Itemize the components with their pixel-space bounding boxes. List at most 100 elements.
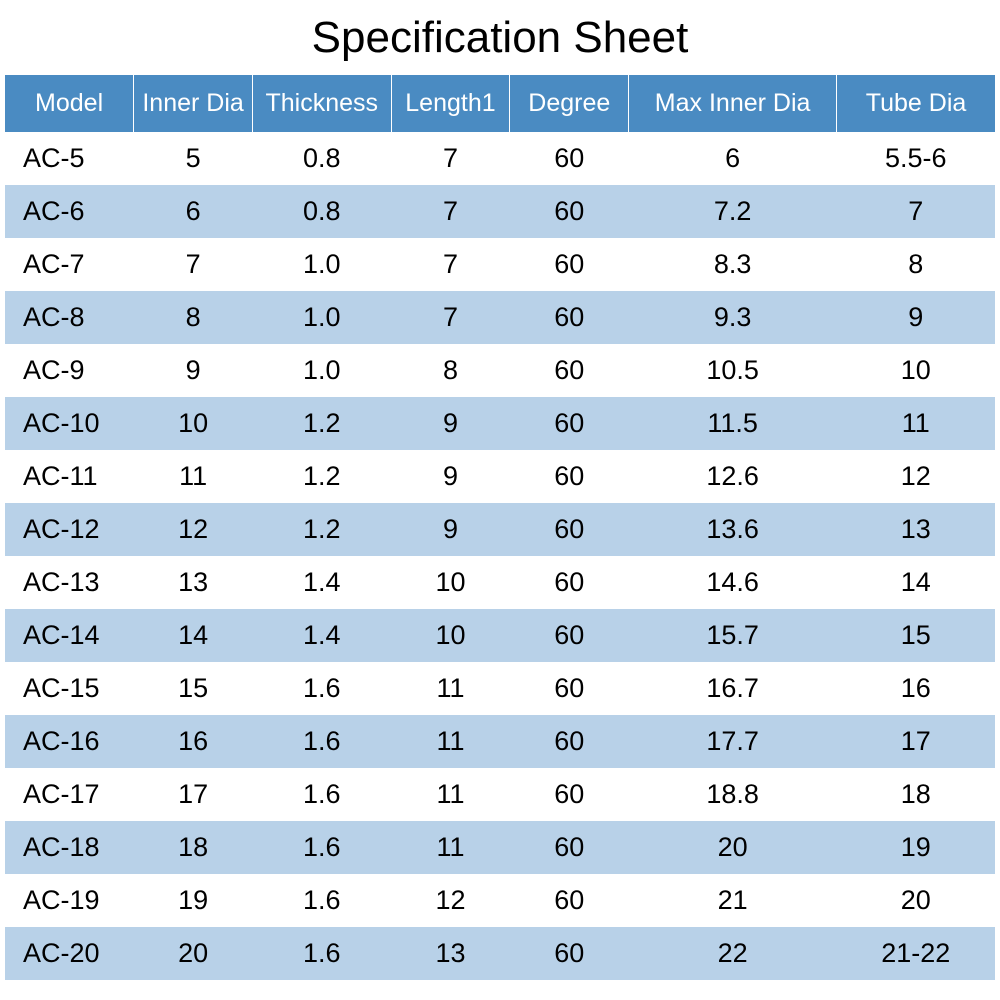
table-cell: 60 — [510, 556, 629, 609]
table-cell: 11.5 — [629, 397, 837, 450]
table-row: AC-881.07609.39 — [5, 291, 995, 344]
table-cell: 11 — [837, 397, 995, 450]
table-cell: AC-11 — [5, 450, 134, 503]
table-cell: AC-17 — [5, 768, 134, 821]
table-cell: 7.2 — [629, 185, 837, 238]
table-cell: 1.6 — [252, 768, 391, 821]
table-cell: 8.3 — [629, 238, 837, 291]
table-cell: AC-15 — [5, 662, 134, 715]
table-cell: 60 — [510, 185, 629, 238]
table-cell: 60 — [510, 715, 629, 768]
table-cell: 1.2 — [252, 503, 391, 556]
table-row: AC-550.876065.5-6 — [5, 132, 995, 185]
col-header-max-inner-dia: Max Inner Dia — [629, 75, 837, 132]
table-row: AC-15151.6116016.716 — [5, 662, 995, 715]
table-cell: 8 — [391, 344, 510, 397]
table-cell: AC-5 — [5, 132, 134, 185]
table-cell: 60 — [510, 291, 629, 344]
table-cell: 15 — [837, 609, 995, 662]
table-cell: 7 — [391, 132, 510, 185]
table-cell: 15 — [134, 662, 253, 715]
table-row: AC-991.086010.510 — [5, 344, 995, 397]
table-cell: AC-10 — [5, 397, 134, 450]
table-cell: 16 — [837, 662, 995, 715]
table-cell: 0.8 — [252, 132, 391, 185]
table-cell: 1.0 — [252, 344, 391, 397]
table-cell: 7 — [391, 238, 510, 291]
table-cell: 18 — [837, 768, 995, 821]
table-cell: 12.6 — [629, 450, 837, 503]
table-row: AC-18181.611602019 — [5, 821, 995, 874]
table-cell: 9 — [391, 503, 510, 556]
table-cell: 8 — [837, 238, 995, 291]
col-header-thickness: Thickness — [252, 75, 391, 132]
table-cell: 14 — [134, 609, 253, 662]
table-cell: 20 — [837, 874, 995, 927]
table-cell: 17.7 — [629, 715, 837, 768]
table-cell: 11 — [391, 715, 510, 768]
table-cell: 16.7 — [629, 662, 837, 715]
table-cell: 10 — [391, 609, 510, 662]
table-cell: 15.7 — [629, 609, 837, 662]
table-cell: 5 — [134, 132, 253, 185]
table-cell: 13 — [134, 556, 253, 609]
table-cell: 17 — [134, 768, 253, 821]
table-cell: AC-18 — [5, 821, 134, 874]
table-row: AC-771.07608.38 — [5, 238, 995, 291]
table-cell: 18 — [134, 821, 253, 874]
table-cell: AC-9 — [5, 344, 134, 397]
table-cell: AC-8 — [5, 291, 134, 344]
table-cell: 6 — [134, 185, 253, 238]
table-cell: 7 — [391, 185, 510, 238]
table-cell: 1.4 — [252, 609, 391, 662]
col-header-length1: Length1 — [391, 75, 510, 132]
table-cell: 14 — [837, 556, 995, 609]
table-cell: 60 — [510, 397, 629, 450]
table-cell: 20 — [629, 821, 837, 874]
table-cell: 60 — [510, 344, 629, 397]
col-header-model: Model — [5, 75, 134, 132]
table-cell: 0.8 — [252, 185, 391, 238]
table-cell: 9 — [134, 344, 253, 397]
table-cell: 60 — [510, 132, 629, 185]
table-cell: 9 — [837, 291, 995, 344]
table-cell: 60 — [510, 821, 629, 874]
table-cell: 10.5 — [629, 344, 837, 397]
table-cell: 1.6 — [252, 874, 391, 927]
table-row: AC-20201.613602221-22 — [5, 927, 995, 980]
table-cell: 11 — [134, 450, 253, 503]
table-cell: AC-19 — [5, 874, 134, 927]
table-cell: 10 — [134, 397, 253, 450]
table-cell: 5.5-6 — [837, 132, 995, 185]
table-cell: 12 — [134, 503, 253, 556]
table-cell: 21 — [629, 874, 837, 927]
table-cell: 12 — [391, 874, 510, 927]
table-cell: 7 — [837, 185, 995, 238]
col-header-degree: Degree — [510, 75, 629, 132]
table-cell: 10 — [391, 556, 510, 609]
table-cell: 19 — [134, 874, 253, 927]
table-cell: 14.6 — [629, 556, 837, 609]
table-cell: AC-20 — [5, 927, 134, 980]
table-cell: 9 — [391, 397, 510, 450]
table-cell: AC-12 — [5, 503, 134, 556]
table-cell: 11 — [391, 662, 510, 715]
table-cell: 19 — [837, 821, 995, 874]
table-cell: 16 — [134, 715, 253, 768]
table-cell: 60 — [510, 874, 629, 927]
table-cell: 18.8 — [629, 768, 837, 821]
table-cell: 1.6 — [252, 821, 391, 874]
table-row: AC-11111.296012.612 — [5, 450, 995, 503]
table-cell: AC-13 — [5, 556, 134, 609]
table-cell: 60 — [510, 503, 629, 556]
table-cell: 60 — [510, 768, 629, 821]
table-row: AC-19191.612602120 — [5, 874, 995, 927]
table-cell: 7 — [134, 238, 253, 291]
table-cell: AC-7 — [5, 238, 134, 291]
table-row: AC-660.87607.27 — [5, 185, 995, 238]
table-cell: 12 — [837, 450, 995, 503]
table-cell: 60 — [510, 927, 629, 980]
table-cell: 60 — [510, 450, 629, 503]
table-header-row: Model Inner Dia Thickness Length1 Degree… — [5, 75, 995, 132]
col-header-tube-dia: Tube Dia — [837, 75, 995, 132]
